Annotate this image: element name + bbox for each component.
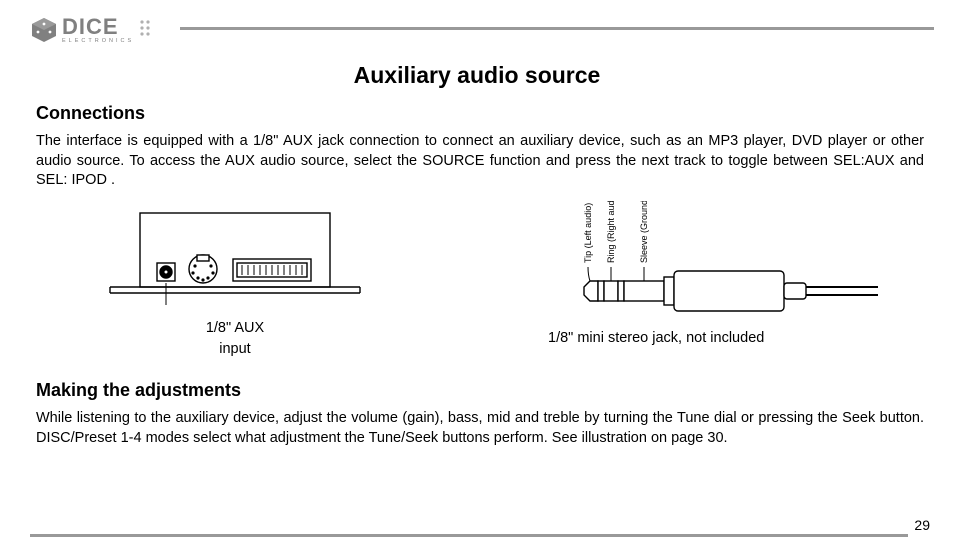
device-diagram bbox=[105, 201, 365, 311]
paragraph-adjustments: While listening to the auxiliary device,… bbox=[36, 409, 924, 448]
label-sleeve: Sleeve (Ground) bbox=[639, 201, 649, 263]
paragraph-connections: The interface is equipped with a 1/8" AU… bbox=[36, 132, 924, 191]
svg-text:DICE: DICE bbox=[62, 14, 119, 39]
svg-text:ELECTRONICS: ELECTRONICS bbox=[62, 38, 134, 44]
caption-aux-line1: 1/8" AUX bbox=[0, 320, 470, 337]
heading-adjustments: Making the adjustments bbox=[36, 380, 954, 401]
page-number: 29 bbox=[908, 517, 930, 533]
header-rule bbox=[180, 27, 934, 30]
label-ring: Ring (Right audio) bbox=[606, 201, 616, 263]
header: DICE ELECTRONICS bbox=[0, 0, 954, 44]
figure-device: 1/8" AUX input bbox=[0, 201, 470, 359]
brand-logo: DICE ELECTRONICS bbox=[30, 12, 170, 44]
page-title: Auxiliary audio source bbox=[0, 62, 954, 89]
figure-jack: Tip (Left audio) Ring (Right audio) Slee… bbox=[470, 201, 954, 359]
caption-aux-line2: input bbox=[0, 341, 470, 358]
caption-jack: 1/8" mini stereo jack, not included bbox=[548, 330, 954, 347]
heading-connections: Connections bbox=[36, 103, 954, 124]
footer: 29 bbox=[30, 527, 930, 543]
label-tip: Tip (Left audio) bbox=[583, 202, 593, 262]
footer-rule bbox=[30, 534, 908, 537]
figures-row: 1/8" AUX input bbox=[0, 201, 954, 359]
jack-diagram: Tip (Left audio) Ring (Right audio) Slee… bbox=[548, 201, 878, 321]
